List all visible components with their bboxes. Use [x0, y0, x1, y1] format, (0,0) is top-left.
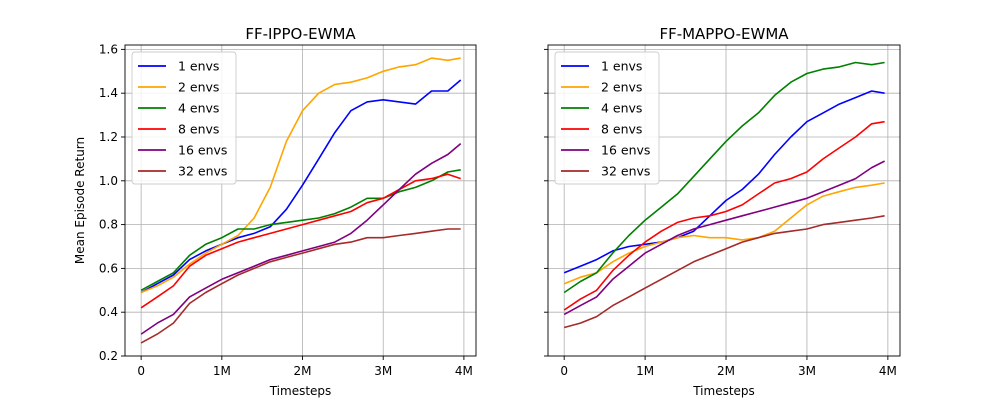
series-line-1-envs [140, 79, 462, 294]
legend-label: 2 envs [178, 80, 219, 95]
series-line-32-envs [563, 215, 885, 329]
legend-item: 8 envs [561, 122, 642, 137]
y-tick-label: 1.2 [99, 130, 118, 144]
legend-label: 16 envs [178, 143, 227, 158]
legend-label: 8 envs [178, 122, 219, 137]
y-tick-label: 1.4 [99, 86, 118, 100]
legend-box [554, 51, 660, 185]
legend-item: 16 envs [561, 143, 650, 158]
x-tick-label: 2M [717, 364, 735, 378]
x-axis-label: Timesteps [692, 384, 755, 398]
legend: 1 envs 2 envs 4 envs 8 envs 16 envs 32 envs [554, 51, 660, 185]
x-tick-label: 3M [374, 364, 392, 378]
legend-item: 4 envs [561, 101, 642, 116]
series-line-2-envs [140, 57, 461, 294]
y-tick-label: 0.8 [99, 218, 118, 232]
series-lines [140, 57, 462, 344]
series-line-8-envs [140, 173, 461, 309]
legend-label: 1 envs [601, 59, 642, 74]
grid [548, 45, 900, 357]
legend-item: 32 envs [561, 164, 650, 179]
legend-item: 8 envs [138, 122, 219, 137]
series-lines [563, 61, 885, 329]
series-line-4-envs [563, 61, 885, 294]
legend-item: 2 envs [561, 80, 642, 95]
legend-label: 32 envs [601, 164, 650, 179]
y-tick-label: 1.6 [99, 42, 118, 56]
legend-label: 2 envs [601, 80, 642, 95]
axes-frame [124, 44, 477, 357]
x-axis-label: Timesteps [269, 384, 332, 398]
x-tick-label: 1M [213, 364, 231, 378]
chart-title: FF-IPPO-EWMA [245, 25, 356, 43]
series-line-8-envs [563, 120, 885, 311]
x-tick-label: 2M [294, 364, 312, 378]
legend-item: 2 envs [138, 80, 219, 95]
legend-item: 32 envs [138, 164, 227, 179]
x-tick-label: 3M [798, 364, 816, 378]
x-tick-label: 1M [636, 364, 654, 378]
x-tick-label: 0 [137, 364, 145, 378]
axes-frame [547, 44, 901, 357]
y-tick-label: 0.4 [99, 305, 118, 319]
x-tick-label: 4M [455, 364, 473, 378]
legend: 1 envs 2 envs 4 envs 8 envs 16 envs 32 envs [131, 51, 237, 185]
panel-2: 0 1M 2M 3M 4M FF-MAPPO-EWMA Timesteps 1 envs 2 e… [544, 25, 901, 398]
legend-item: 1 envs [138, 59, 219, 74]
x-tick-label: 4M [879, 364, 897, 378]
legend-item: 1 envs [561, 59, 642, 74]
y-tick-label: 0.6 [99, 261, 118, 275]
chart-title: FF-MAPPO-EWMA [659, 25, 789, 43]
legend-label: 16 envs [601, 143, 650, 158]
legend-label: 8 envs [601, 122, 642, 137]
y-tick-label: 0.2 [99, 349, 118, 363]
series-line-1-envs [563, 90, 885, 274]
series-line-2-envs [563, 182, 885, 285]
y-tick-label: 1.0 [99, 174, 118, 188]
series-line-16-envs [140, 142, 462, 335]
y-axis-label: Mean Episode Return [73, 137, 87, 264]
legend-label: 1 envs [178, 59, 219, 74]
legend-item: 16 envs [138, 143, 227, 158]
series-line-32-envs [140, 228, 461, 344]
legend-label: 4 envs [601, 101, 642, 116]
legend-item: 4 envs [138, 101, 219, 116]
series-line-4-envs [140, 169, 461, 292]
legend-box [131, 51, 237, 185]
legend-label: 32 envs [178, 164, 227, 179]
series-line-16-envs [563, 160, 885, 316]
legend-label: 4 envs [178, 101, 219, 116]
x-tick-label: 0 [560, 364, 568, 378]
panel-1: 0 1M 2M 3M 4M 0.2 0.4 0.6 0.8 1.0 1.2 1.4 1.6 FF-IPPO… [73, 25, 477, 398]
